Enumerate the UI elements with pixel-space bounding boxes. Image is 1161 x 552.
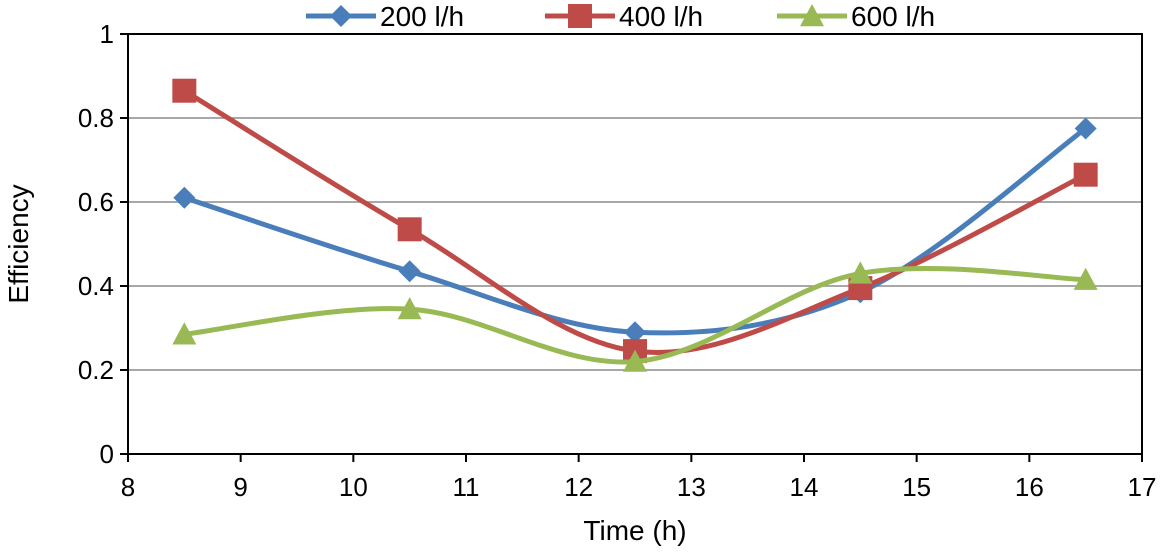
x-tick-label: 17 bbox=[1128, 472, 1157, 502]
data-point-400-l-h bbox=[172, 78, 197, 103]
x-tick-label: 15 bbox=[902, 472, 931, 502]
y-tick-label: 0.6 bbox=[78, 187, 114, 217]
x-tick-label: 14 bbox=[790, 472, 819, 502]
x-tick-label: 13 bbox=[677, 472, 706, 502]
series-group bbox=[172, 78, 1098, 372]
x-tick-label: 9 bbox=[233, 472, 247, 502]
legend-marker-200-l-h bbox=[330, 5, 352, 27]
data-point-600-l-h bbox=[397, 297, 422, 320]
x-tick-label: 8 bbox=[121, 472, 135, 502]
legend-marker-400-l-h bbox=[568, 4, 592, 28]
y-tick-label: 0.2 bbox=[78, 355, 114, 385]
data-point-200-l-h bbox=[398, 260, 421, 283]
y-tick-label: 0.8 bbox=[78, 103, 114, 133]
x-tick-label: 11 bbox=[453, 472, 480, 502]
data-point-400-l-h bbox=[1073, 162, 1098, 187]
data-point-600-l-h bbox=[848, 261, 873, 284]
legend-label-600-l-h: 600 l/h bbox=[851, 1, 935, 32]
legend-marker-600-l-h bbox=[800, 4, 824, 27]
y-tick-label: 0 bbox=[100, 439, 114, 469]
series-line-200-l-h bbox=[183, 126, 1088, 336]
data-point-600-l-h bbox=[172, 322, 197, 345]
x-tick-label: 16 bbox=[1015, 472, 1044, 502]
data-point-600-l-h bbox=[1073, 267, 1098, 290]
y-tick-label: 0.4 bbox=[78, 271, 114, 301]
axes: 0 0.2 0.4 0.6 0.8 1 8 9 10 11 12 13 14 15 16 17 bbox=[78, 19, 1157, 502]
data-point-400-l-h bbox=[397, 217, 422, 242]
data-point-200-l-h bbox=[173, 186, 196, 209]
y-tick-label: 1 bbox=[100, 19, 114, 49]
legend-label-200-l-h: 200 l/h bbox=[380, 1, 464, 32]
x-tick-label: 12 bbox=[564, 472, 593, 502]
y-axis-title: Efficiency bbox=[3, 184, 34, 303]
legend-label-400-l-h: 400 l/h bbox=[619, 1, 703, 32]
data-point-600-l-h bbox=[623, 349, 647, 372]
x-tick-label: 10 bbox=[339, 472, 368, 502]
x-axis-title: Time (h) bbox=[583, 515, 686, 546]
data-point-200-l-h bbox=[624, 321, 646, 344]
data-point-200-l-h bbox=[1074, 117, 1097, 140]
plot-border bbox=[127, 33, 1143, 455]
legend: 200 l/h 400 l/h 600 l/h bbox=[306, 1, 935, 32]
